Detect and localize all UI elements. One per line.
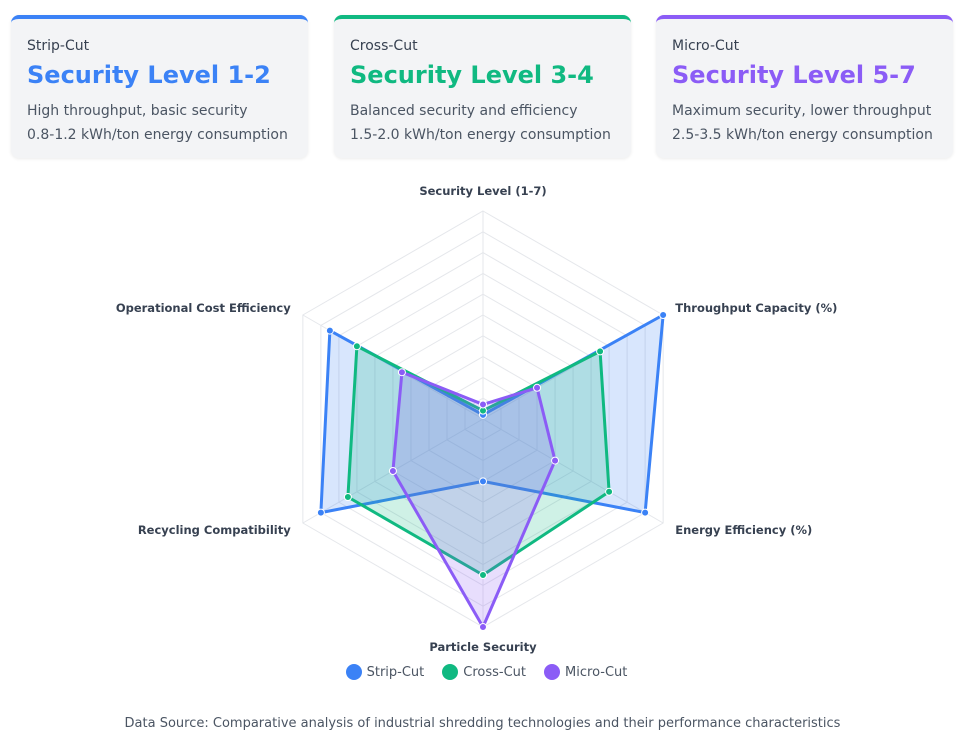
card-energy: 0.8-1.2 kWh/ton energy consumption <box>27 127 288 143</box>
axis-label: Recycling Compatibility <box>138 523 291 537</box>
data-point-strip-cut <box>316 508 325 517</box>
card-name: Strip-Cut <box>27 38 90 54</box>
axis-label: Operational Cost Efficiency <box>116 301 291 315</box>
data-point-cross-cut <box>605 487 614 496</box>
data-point-strip-cut <box>641 508 650 517</box>
micro-cut-card: Micro-Cut Security Level 5-7 Maximum sec… <box>656 15 953 158</box>
card-level: Security Level 3-4 <box>350 61 594 89</box>
card-name: Micro-Cut <box>672 38 740 54</box>
data-point-micro-cut <box>533 383 542 392</box>
data-point-cross-cut <box>479 571 487 579</box>
data-point-cross-cut <box>596 347 605 356</box>
legend-item-strip-cut[interactable]: Strip-Cut <box>345 664 425 680</box>
legend-label: Strip-Cut <box>366 664 425 680</box>
data-point-cross-cut <box>343 493 352 501</box>
card-name: Cross-Cut <box>350 38 418 54</box>
data-point-micro-cut <box>479 623 487 631</box>
legend-swatch <box>345 664 362 680</box>
data-point-micro-cut <box>479 400 487 409</box>
legend: Strip-Cut Cross-Cut Micro-Cut <box>0 664 973 680</box>
axis-label: Security Level (1-7) <box>419 184 546 198</box>
cross-cut-card: Cross-Cut Security Level 3-4 Balanced se… <box>334 15 631 158</box>
data-point-cross-cut <box>352 342 361 351</box>
strip-cut-card: Strip-Cut Security Level 1-2 High throug… <box>11 15 308 158</box>
data-point-micro-cut <box>388 467 397 475</box>
legend-swatch <box>544 664 561 680</box>
data-source: Data Source: Comparative analysis of ind… <box>124 716 841 731</box>
data-point-micro-cut <box>397 368 406 377</box>
data-point-micro-cut <box>551 456 560 465</box>
axis-label: Particle Security <box>429 640 537 654</box>
legend-item-cross-cut[interactable]: Cross-Cut <box>442 664 526 680</box>
card-description: Balanced security and efficiency <box>350 103 578 119</box>
legend-label: Cross-Cut <box>463 664 527 680</box>
card-energy: 1.5-2.0 kWh/ton energy consumption <box>350 127 611 143</box>
card-level: Security Level 1-2 <box>27 61 271 89</box>
data-point-strip-cut <box>325 326 334 335</box>
card-level: Security Level 5-7 <box>672 61 916 89</box>
grid-spoke <box>482 418 664 524</box>
card-energy: 2.5-3.5 kWh/ton energy consumption <box>672 127 933 143</box>
axis-label: Throughput Capacity (%) <box>675 301 837 315</box>
radar-chart: Security Level (1-7) Throughput Capacity … <box>116 184 838 654</box>
data-point-strip-cut <box>479 477 487 486</box>
axis-label: Energy Efficiency (%) <box>675 523 812 537</box>
legend-swatch <box>442 664 459 680</box>
data-point-strip-cut <box>659 311 668 319</box>
card-description: Maximum security, lower throughput <box>672 103 932 119</box>
legend-item-micro-cut[interactable]: Micro-Cut <box>544 664 627 680</box>
card-description: High throughput, basic security <box>27 103 248 119</box>
legend-label: Micro-Cut <box>565 664 628 680</box>
